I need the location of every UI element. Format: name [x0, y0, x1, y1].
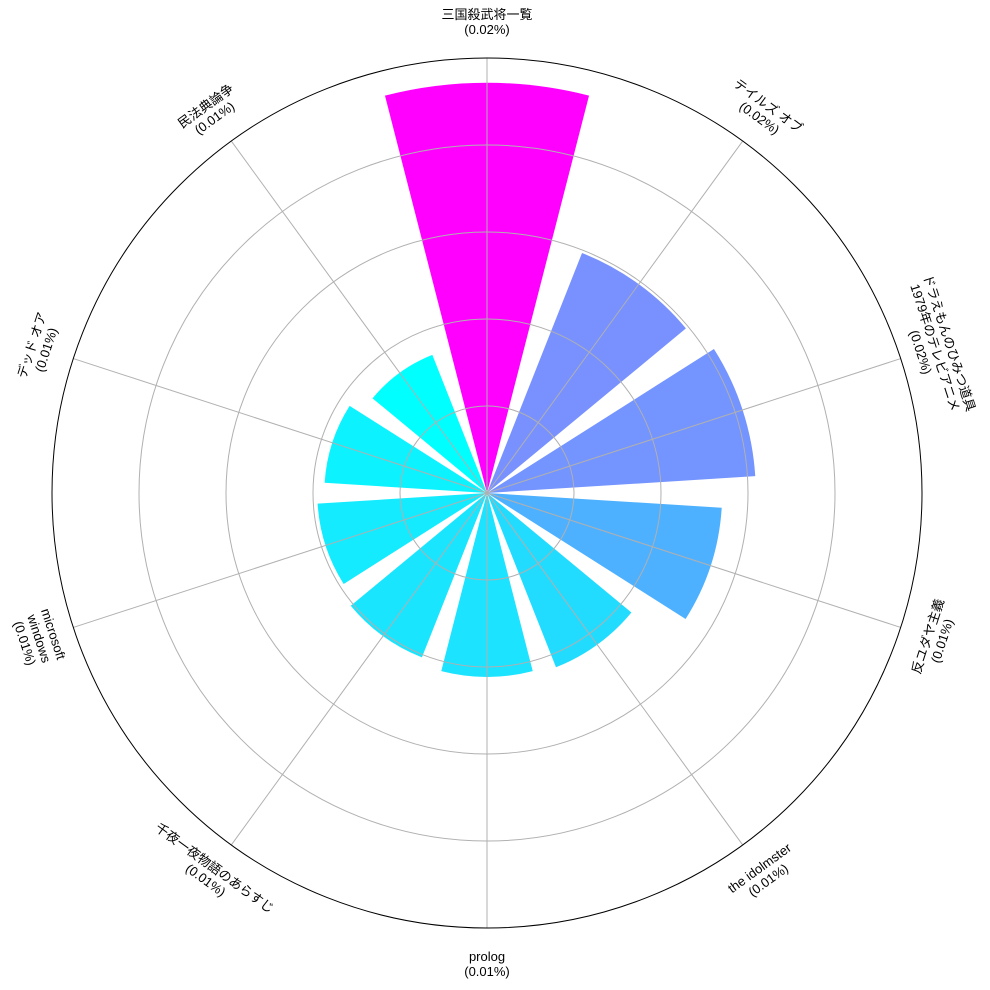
category-label-1: テイルズ オブ(0.02%) [722, 76, 806, 148]
polar-frame [51, 57, 923, 929]
grid-spoke-7 [73, 492, 488, 628]
bars-layer [317, 82, 756, 677]
grid-spoke-2 [486, 358, 901, 494]
grid-spoke-3 [486, 492, 901, 628]
grid-spoke-4 [486, 492, 744, 846]
category-label-2: ドラえもんのひみつ道具1979年のテレビアニメ(0.02%) [891, 272, 978, 422]
category-label-7: microsoftwindows(0.01%) [10, 607, 69, 671]
polar-bar-6 [350, 493, 487, 658]
category-label-8: デッド オア(0.01%) [14, 310, 64, 385]
polar-bar-3 [487, 493, 722, 620]
grid-spoke-8 [73, 358, 488, 494]
polar-bar-7 [317, 493, 487, 584]
category-label-line: (0.01%) [464, 964, 510, 979]
polar-bar-8 [324, 405, 487, 493]
category-label-9: 民法典論争(0.01%) [175, 81, 245, 143]
category-label-line: 三国殺武将一覧 [441, 7, 532, 22]
grid-layer [73, 58, 901, 928]
category-label-line: 千夜一夜物語のあらすじ [152, 820, 276, 916]
polar-bar-2 [487, 348, 756, 493]
category-label-line: prolog [469, 949, 505, 964]
grid-spoke-6 [230, 492, 488, 846]
category-label-4: the idolmster(0.01%) [725, 840, 803, 908]
category-label-5: prolog (0.01%) [464, 949, 510, 979]
grid-spoke-1 [486, 140, 744, 494]
grid-spoke-9 [230, 140, 488, 494]
category-label-6: 千夜一夜物語のあらすじ(0.01%) [144, 820, 277, 928]
category-label-line: (0.02%) [464, 22, 510, 37]
category-label-3: 反ユダヤ主義(0.01%) [909, 597, 962, 680]
polar-bar-1 [487, 252, 686, 493]
frame-layer [51, 57, 923, 929]
polar-bar-9 [372, 354, 487, 493]
polar-bar-4 [487, 493, 632, 668]
category-label-0: 三国殺武将一覧(0.02%) [441, 7, 532, 37]
